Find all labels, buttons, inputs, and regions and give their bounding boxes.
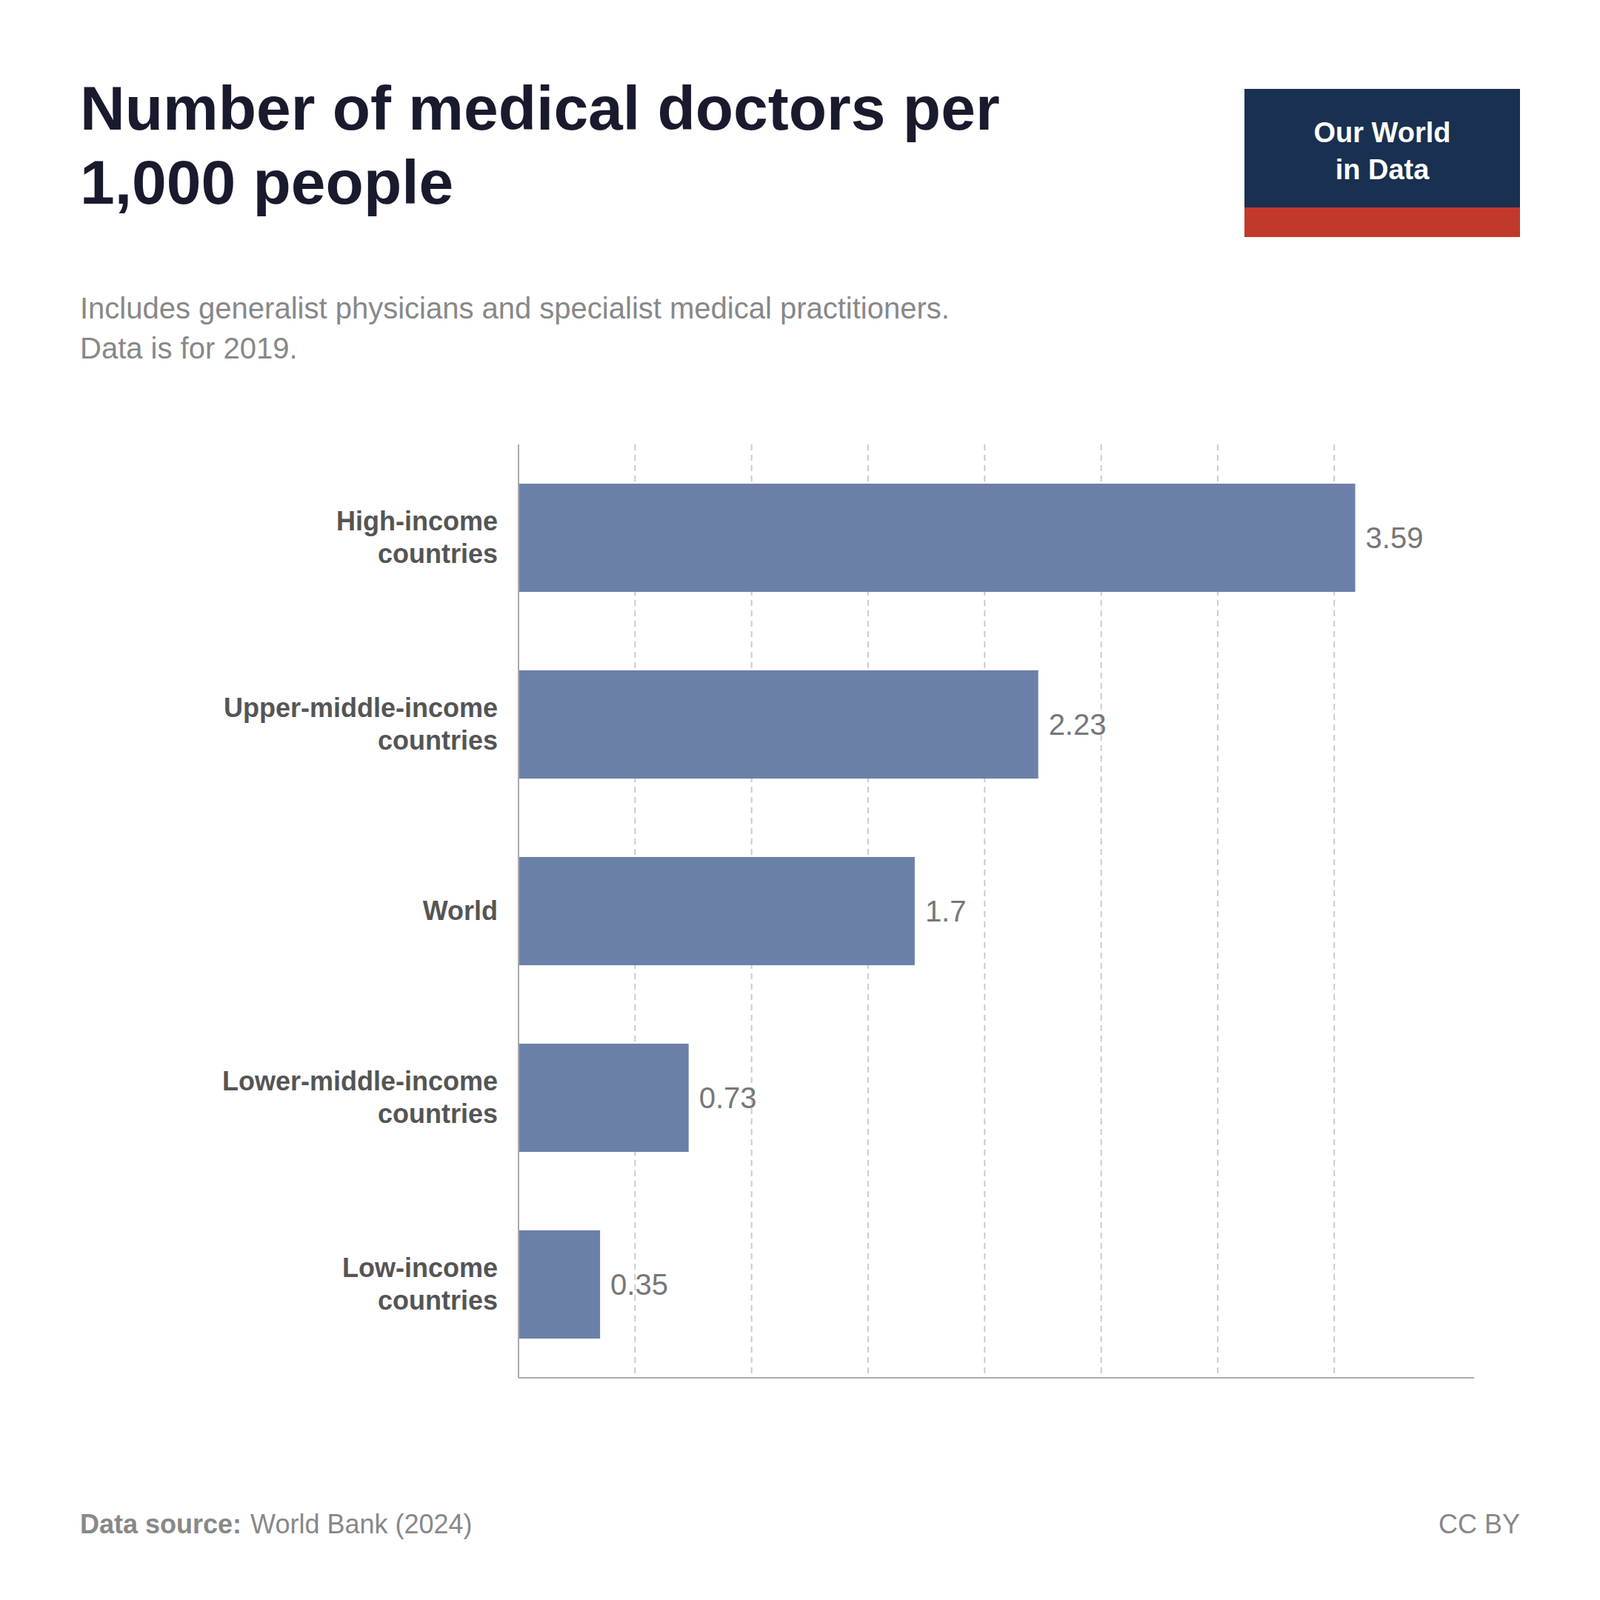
subtitle: Includes generalist physicians and speci… [80, 291, 950, 365]
category-line: World [422, 895, 498, 926]
bar [518, 1043, 689, 1152]
category-label: High-incomecountries [336, 505, 498, 569]
category-line: countries [377, 538, 498, 569]
category-label: Lower-middle-incomecountries [222, 1065, 498, 1129]
category-line: Lower-middle-income [222, 1065, 498, 1097]
logo-stripe [1244, 207, 1520, 238]
subtitle-line: Data is for 2019. [80, 331, 298, 365]
license: CC BY [1438, 1508, 1520, 1540]
logo-box [1244, 88, 1520, 238]
category-line: countries [377, 725, 498, 756]
title: Number of medical doctors per1,000 peopl… [80, 73, 1000, 218]
bar [518, 670, 1039, 779]
bars [518, 483, 1356, 1339]
title-line: 1,000 people [80, 147, 454, 218]
category-line: countries [377, 1098, 498, 1129]
category-line: Upper-middle-income [223, 692, 498, 723]
source-label: Data source: [80, 1508, 242, 1540]
category-line: countries [377, 1285, 498, 1316]
source-text: World Bank (2024) [250, 1508, 472, 1540]
bar [518, 857, 915, 966]
axis-zero [517, 444, 520, 1378]
background [0, 0, 1600, 1600]
logo-text: Our World in Data [1313, 117, 1451, 186]
category-label: Low-incomecountries [342, 1252, 498, 1316]
data-label: 0.73 [699, 1081, 758, 1115]
x-axis [518, 1377, 1475, 1379]
title-line: Number of medical doctors per [80, 73, 1000, 143]
data-label: 0.35 [610, 1268, 669, 1301]
logo-line: Our World [1313, 117, 1451, 149]
bar [518, 483, 1356, 592]
category-label: World [422, 895, 498, 926]
logo-line: in Data [1335, 154, 1431, 186]
data-label: 3.59 [1365, 521, 1424, 555]
category-line: Low-income [342, 1252, 498, 1283]
chart: Number of medical doctors per1,000 peopl… [0, 0, 1600, 1600]
bar [518, 1230, 600, 1339]
data-label: 2.23 [1048, 708, 1107, 741]
source: Data source:World Bank (2024) [80, 1508, 473, 1540]
category-label: Upper-middle-incomecountries [223, 692, 498, 756]
category-line: High-income [336, 505, 498, 537]
data-label: 1.7 [925, 894, 967, 928]
subtitle-line: Includes generalist physicians and speci… [80, 291, 950, 325]
